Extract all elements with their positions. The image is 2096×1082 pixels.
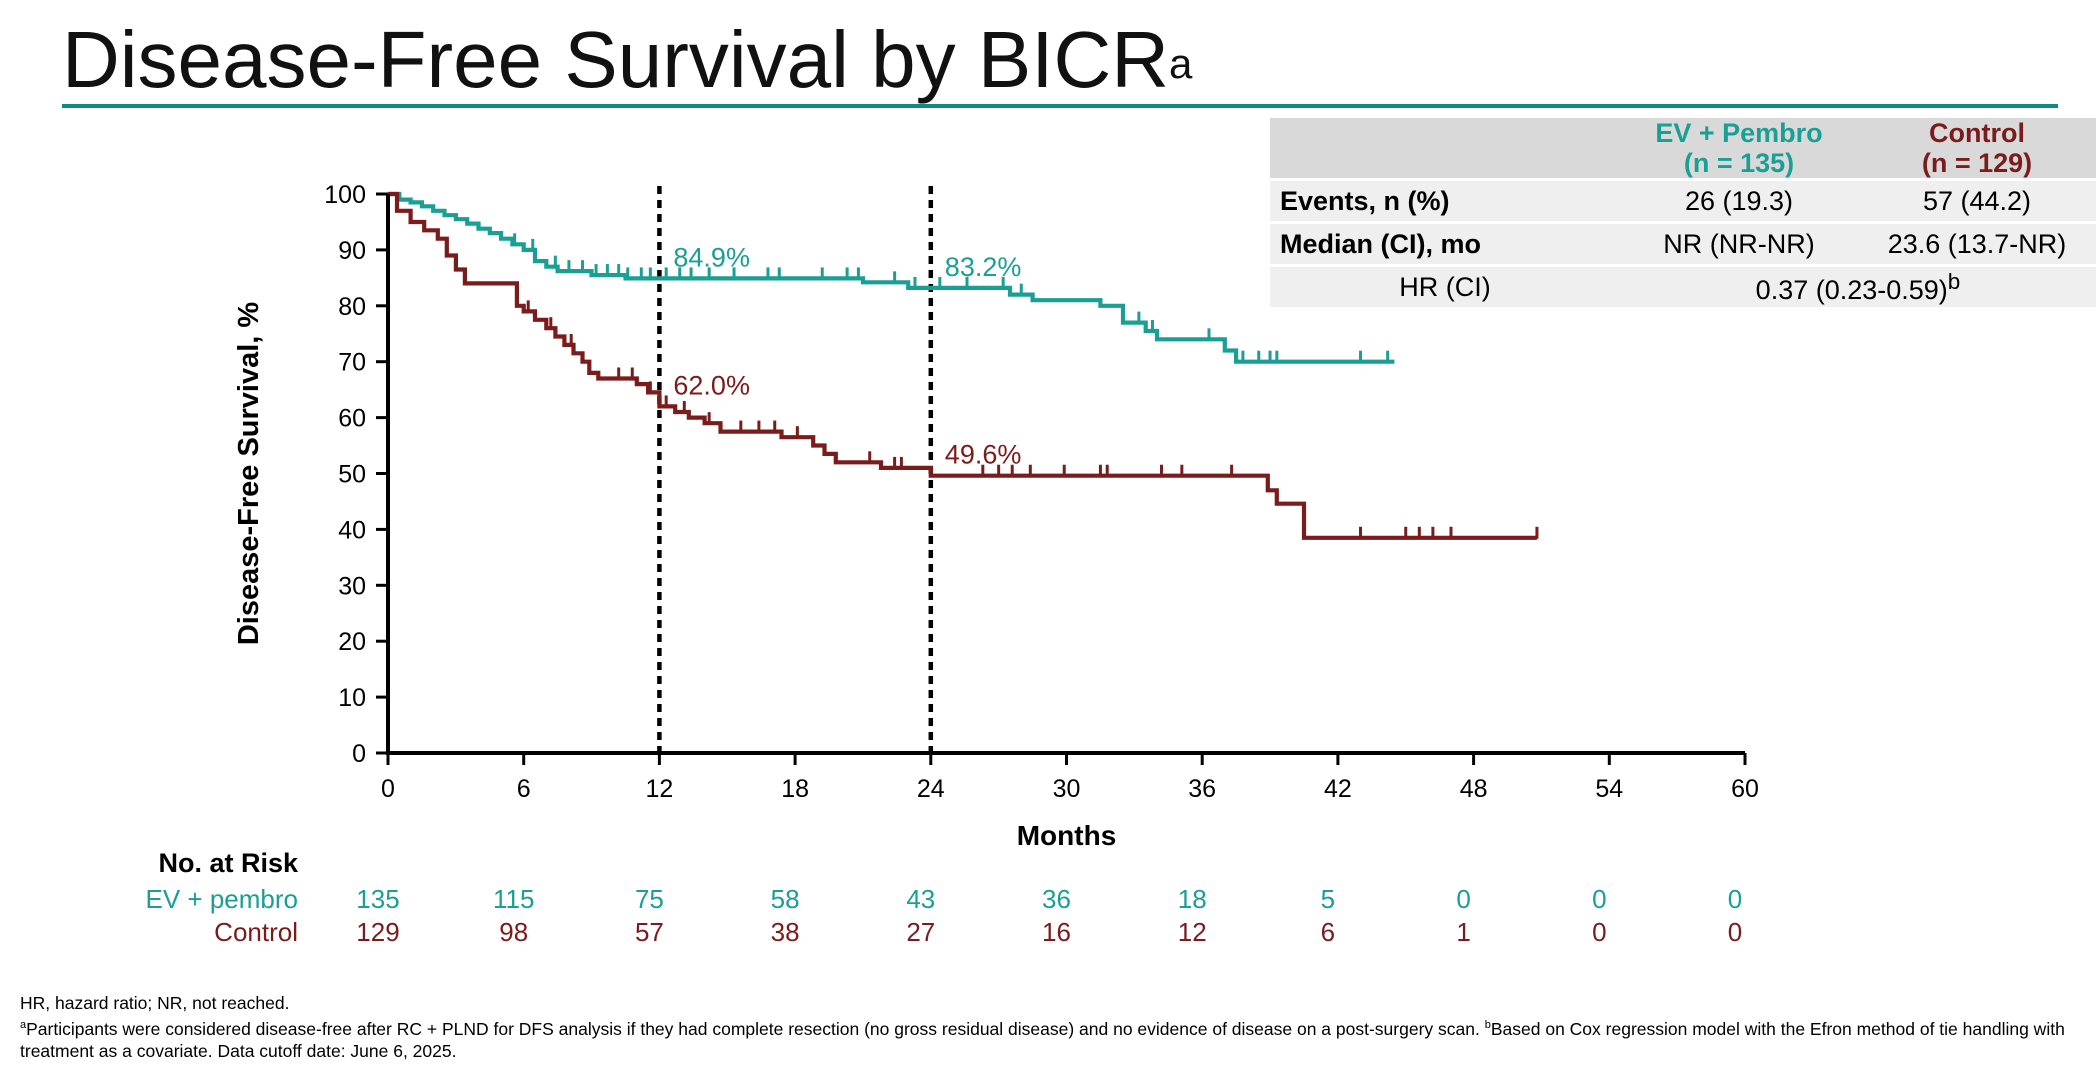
chart-text: 84.9% 83.2%62.0%49.6%01020304050607080901… (146, 181, 1759, 947)
row-label-median: Median (CI), mo (1270, 221, 1620, 266)
survival-curves (388, 191, 1539, 540)
x-tick-label-6: 6 (517, 775, 531, 803)
risk-value: 0 (1728, 917, 1742, 947)
row-label-events: Events, n (%) (1270, 178, 1620, 223)
table-header-control: Control (n = 129) (1858, 118, 2096, 180)
y-tick-label-0: 0 (352, 740, 366, 768)
risk-value: 135 (356, 884, 399, 914)
x-tick-label-36: 36 (1188, 775, 1216, 803)
y-tick-label-60: 60 (338, 405, 366, 433)
risk-value: 6 (1321, 917, 1335, 947)
y-tick-label-10: 10 (338, 684, 366, 712)
footnote-abbreviations: HR, hazard ratio; NR, not reached. (20, 993, 290, 1013)
footnotes: HR, hazard ratio; NR, not reached. aPart… (20, 992, 2070, 1062)
x-tick-label-42: 42 (1324, 775, 1352, 803)
risk-value: 75 (635, 884, 664, 914)
x-tick-label-24: 24 (917, 775, 945, 803)
row-label-hr: HR (CI) (1270, 264, 1620, 307)
ev-annotation-24: 83.2% (945, 252, 1022, 282)
risk-value: 12 (1178, 917, 1207, 947)
x-tick-label-18: 18 (781, 775, 809, 803)
y-tick-label-70: 70 (338, 349, 366, 377)
table-header-blank (1270, 118, 1620, 180)
events-control: 57 (44.2) (1858, 178, 2096, 223)
title-divider (62, 104, 2058, 108)
x-tick-label-48: 48 (1460, 775, 1488, 803)
hr-value: 0.37 (0.23-0.59)b (1620, 264, 2096, 307)
risk-value: 58 (771, 884, 800, 914)
risk-table-title: No. at Risk (158, 848, 299, 878)
median-ev: NR (NR-NR) (1620, 221, 1858, 266)
table-row: Events, n (%) 26 (19.3) 57 (44.2) (1270, 178, 2096, 223)
y-tick-label-40: 40 (338, 516, 366, 544)
risk-value: 43 (906, 884, 935, 914)
ev-annotation-12: 84.9% (673, 242, 750, 272)
risk-value: 0 (1728, 884, 1742, 914)
events-ev: 26 (19.3) (1620, 178, 1858, 223)
risk-value: 36 (1042, 884, 1071, 914)
risk-row-label-0: EV + pembro (146, 884, 298, 914)
y-tick-label-80: 80 (338, 293, 366, 321)
table-header-row: EV + Pembro (n = 135) Control (n = 129) (1270, 118, 2096, 180)
risk-value: 0 (1592, 884, 1606, 914)
risk-value: 38 (771, 917, 800, 947)
title-superscript: a (1169, 40, 1193, 87)
control-survival-curve (388, 191, 1537, 540)
risk-value: 57 (635, 917, 664, 947)
risk-value: 0 (1456, 884, 1470, 914)
footnote-body: aParticipants were considered disease-fr… (20, 1018, 2065, 1061)
risk-value: 0 (1592, 917, 1606, 947)
chart-axes (376, 192, 1747, 765)
risk-value: 18 (1178, 884, 1207, 914)
risk-value: 1 (1456, 917, 1470, 947)
ev-survival-curve (388, 191, 1395, 364)
x-axis-label: Months (1017, 820, 1117, 851)
risk-value: 98 (499, 917, 528, 947)
x-tick-label-54: 54 (1595, 775, 1623, 803)
table-header-ev: EV + Pembro (n = 135) (1620, 118, 1858, 180)
risk-row-label-1: Control (214, 917, 298, 947)
y-tick-label-30: 30 (338, 572, 366, 600)
risk-value: 115 (493, 884, 534, 914)
table-row: Median (CI), mo NR (NR-NR) 23.6 (13.7-NR… (1270, 221, 2096, 266)
y-tick-label-20: 20 (338, 628, 366, 656)
y-tick-label-100: 100 (324, 181, 366, 209)
page-title: Disease-Free Survival by BICRa (62, 15, 1193, 104)
x-tick-label-0: 0 (381, 775, 395, 803)
control-annotation-12: 62.0% (673, 370, 750, 400)
y-axis-label: Disease-Free Survival, % (233, 302, 265, 646)
x-tick-label-30: 30 (1053, 775, 1081, 803)
median-control: 23.6 (13.7-NR) (1858, 221, 2096, 266)
y-tick-label-90: 90 (338, 237, 366, 265)
risk-value: 16 (1042, 917, 1071, 947)
control-annotation-24: 49.6% (945, 440, 1022, 470)
table-row: HR (CI) 0.37 (0.23-0.59)b (1270, 264, 2096, 307)
x-tick-label-12: 12 (645, 775, 673, 803)
risk-value: 129 (356, 917, 399, 947)
risk-value: 5 (1321, 884, 1335, 914)
x-tick-label-60: 60 (1731, 775, 1759, 803)
risk-value: 27 (906, 917, 935, 947)
summary-table: EV + Pembro (n = 135) Control (n = 129) Ev… (1270, 118, 2096, 307)
y-tick-label-50: 50 (338, 461, 366, 489)
